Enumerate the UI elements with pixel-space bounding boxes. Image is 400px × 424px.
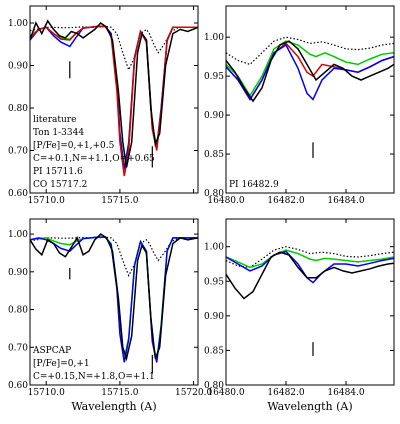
plot-frame	[29, 218, 199, 386]
panel-bottom-left: 0.60 0.70 0.80 0.90 1.00 15710.0 15715.0 15720.…	[8, 218, 212, 413]
plot-frame	[225, 5, 395, 194]
x-tick-label: 16484.0	[327, 388, 364, 398]
y-tick-label: 0.80	[204, 381, 224, 391]
x-tick-label: 16480.0	[207, 196, 244, 206]
x-tick-label: 16484.0	[327, 196, 364, 206]
series-line-1	[226, 40, 394, 98]
y-tick-label: 0.70	[8, 147, 28, 157]
series-line-2	[226, 42, 394, 101]
plot-frame	[225, 218, 395, 386]
y-tick-label: 1.00	[204, 33, 224, 43]
annotation-text: literature	[33, 115, 76, 125]
x-tick-label: 15710.0	[28, 388, 65, 398]
series-line-3	[226, 43, 394, 101]
annotation-text: C=+0.1,N=+1.1,O=+0.65	[33, 154, 155, 164]
x-tick-label: 15720.0	[175, 388, 212, 398]
x-tick-label: 16480.0	[207, 388, 244, 398]
y-tick-label: 0.85	[204, 346, 224, 356]
annotation-text: PI 16482.9	[229, 180, 279, 190]
panel-top-left: 0.60 0.70 0.80 0.90 1.00 15710.0 15715.0 litera…	[8, 5, 199, 206]
annotation-text: [P/Fe]=0,+1,+0.5	[33, 141, 115, 151]
y-tick-label: 0.90	[204, 312, 224, 322]
y-tick-label: 0.80	[8, 306, 28, 316]
series-line-4	[30, 19, 198, 168]
series-line-0	[30, 25, 198, 72]
series-line-0	[30, 236, 198, 278]
annotation-text: CO 15717.2	[33, 180, 87, 190]
annotation-text: [P/Fe]=0,+1	[33, 359, 90, 369]
x-tick-label: 15710.0	[28, 196, 65, 206]
y-tick-label: 0.95	[204, 72, 224, 82]
series-line-2	[226, 250, 394, 284]
annotation-text: C=+0.15,N=+1.8,O=+1.1	[33, 372, 155, 382]
x-tick-label: 16482.0	[267, 388, 304, 398]
x-tick-label: 16482.0	[267, 196, 304, 206]
annotation-text: ASPCAP	[32, 346, 71, 356]
series-line-3	[30, 25, 198, 177]
series-line-3	[30, 233, 198, 362]
y-tick-label: 0.70	[8, 343, 28, 353]
series-line-1	[226, 249, 394, 269]
y-tick-label: 0.60	[8, 381, 28, 391]
plot-frame	[29, 5, 199, 194]
y-tick-label: 0.85	[204, 150, 224, 160]
y-tick-label: 0.90	[8, 268, 28, 278]
y-tick-label: 0.60	[8, 189, 28, 199]
y-tick-label: 1.00	[8, 230, 28, 240]
series-line-2	[30, 236, 198, 363]
panel-top-right: 0.80 0.85 0.90 0.95 1.00 16480.0 16482.0 16484.…	[204, 5, 395, 206]
x-axis-title: Wavelength (A)	[71, 400, 156, 413]
y-tick-label: 0.80	[204, 189, 224, 199]
y-tick-label: 0.90	[204, 111, 224, 121]
annotation-text: Ton 1-3344	[33, 128, 84, 138]
series-line-4	[226, 40, 394, 103]
series-line-1	[30, 236, 198, 361]
y-tick-label: 0.90	[8, 62, 28, 72]
panel-bottom-right: 0.80 0.85 0.90 0.95 1.00 16480.0 16482.0 16484.…	[204, 218, 395, 413]
series-line-0	[226, 246, 394, 269]
series-line-0	[226, 36, 394, 66]
y-tick-label: 0.80	[8, 104, 28, 114]
y-tick-label: 0.95	[204, 277, 224, 287]
y-tick-label: 1.00	[8, 19, 28, 29]
series-line-3	[226, 251, 394, 300]
x-tick-label: 15715.0	[101, 388, 138, 398]
x-axis-title: Wavelength (A)	[267, 400, 352, 413]
y-tick-label: 1.00	[204, 243, 224, 253]
x-tick-label: 15715.0	[101, 196, 138, 206]
annotation-text: PI 15711.6	[33, 167, 83, 177]
